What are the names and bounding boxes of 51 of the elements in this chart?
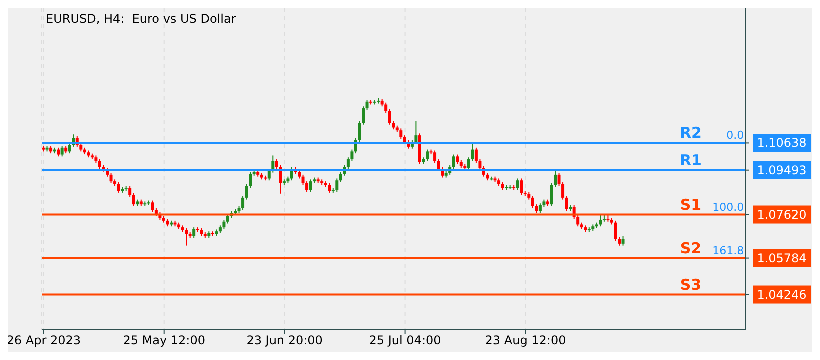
x-tick-label: 23 Aug 12:00 [485, 334, 566, 348]
candlestick [426, 149, 429, 162]
y-tick-label: 1.05784 [757, 251, 807, 266]
y-tick-label: 1.09493 [757, 163, 807, 178]
candlestick [185, 228, 188, 246]
candlestick [336, 178, 339, 192]
candlestick [520, 178, 524, 196]
candlestick [516, 178, 520, 191]
candlestick [328, 182, 332, 194]
annotation: 161.8 [712, 244, 744, 258]
candlestick [151, 200, 154, 213]
candlestick [565, 196, 568, 212]
candlestick [384, 102, 388, 114]
candlestick [599, 214, 602, 228]
candlestick [456, 154, 460, 165]
ref-line-label: R2 [680, 124, 702, 142]
candlestick [366, 100, 369, 111]
ref-line-label: S1 [680, 196, 702, 214]
candlestick [400, 128, 403, 140]
candlestick [128, 186, 132, 198]
ref-line-label: S3 [680, 276, 702, 294]
candlestick [60, 146, 64, 158]
candlestick [452, 154, 456, 170]
x-tick-label: 25 Jul 04:00 [369, 334, 442, 348]
ref-line-label: S2 [680, 239, 702, 258]
y-tick-label: 1.04246 [757, 288, 807, 302]
candlestick [117, 182, 120, 194]
x-tick-label: 23 Jun 20:00 [246, 334, 323, 348]
x-tick-label: 26 Apr 2023 [6, 334, 81, 348]
candlestick [192, 227, 196, 239]
candlestick [242, 196, 245, 211]
candlestick [110, 172, 113, 184]
candlestick [98, 159, 102, 170]
candlestick [614, 220, 618, 242]
candlestick [554, 168, 557, 188]
ref-line-label: R1 [680, 151, 702, 170]
candlestick [388, 108, 392, 126]
candlestick [434, 150, 437, 164]
chart-title: EURUSD, H4: Euro vs US Dollar [46, 12, 236, 26]
candlestick [362, 106, 365, 126]
y-tick-label: 1.10638 [757, 136, 807, 150]
candlestick [132, 192, 136, 207]
candlestick [538, 203, 542, 214]
candlestick [309, 179, 312, 192]
candlestick [222, 219, 226, 230]
annotation: 0.0 [726, 129, 744, 142]
candlestick [550, 182, 554, 207]
x-tick-label: 25 May 12:00 [123, 334, 206, 348]
annotation: 100.0 [712, 200, 744, 214]
y-tick-label: 1.07620 [757, 208, 807, 222]
candlestick [622, 236, 625, 246]
